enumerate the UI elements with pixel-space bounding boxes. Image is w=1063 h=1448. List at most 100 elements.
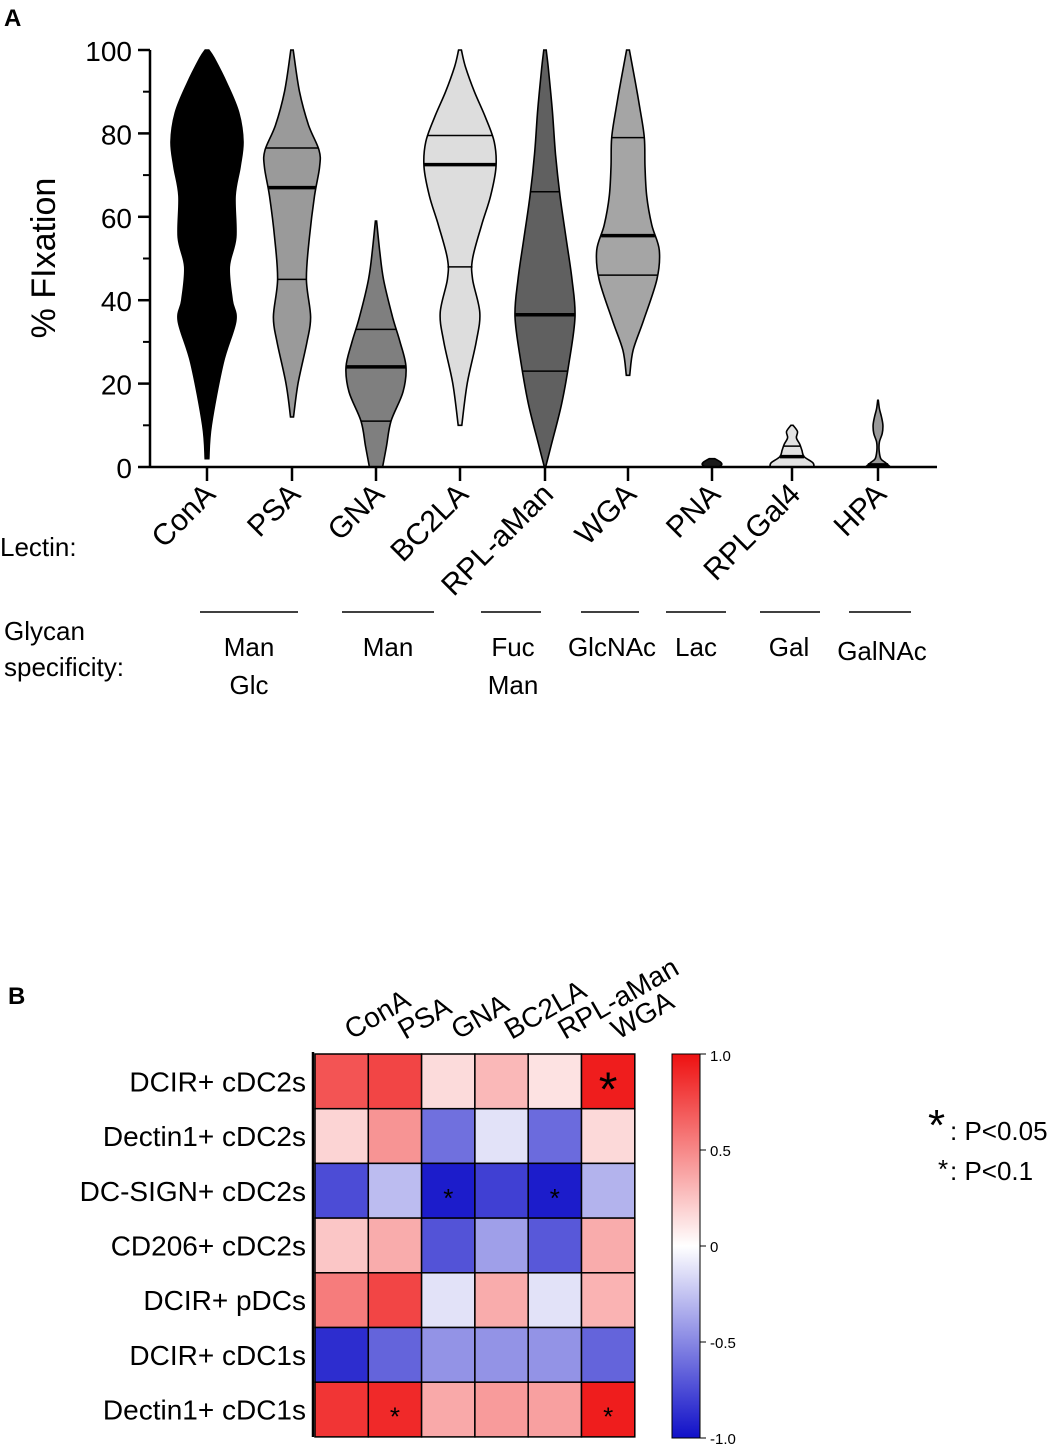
- specificity-group: Fuc Man: [481, 611, 541, 700]
- y-tick-label: 60: [101, 203, 132, 234]
- specificity-label: Glc: [230, 670, 269, 700]
- x-tick-label-psa: PSA: [241, 478, 307, 544]
- specificity-label: Man: [488, 670, 539, 700]
- x-tick-label-pna: PNA: [660, 478, 727, 545]
- colorbar-gradient: [671, 1053, 701, 1439]
- colorbar: -1.0 -0.5 0 0.5 1.0: [671, 1048, 736, 1448]
- violin-cona: [170, 49, 244, 460]
- heatmap-cell: [420, 1053, 476, 1110]
- violin-body-wga: [595, 49, 661, 377]
- specificity-label: GlcNAc: [568, 632, 656, 662]
- heatmap-cell: [527, 1381, 583, 1438]
- heatmap-cell: [580, 1272, 636, 1329]
- specificity-label: Man: [363, 632, 414, 662]
- heatmap-cell: [367, 1217, 423, 1274]
- lectin-row-label: Lectin:: [0, 532, 77, 562]
- specificity-groups: Man Glc Man Fuc Man GlcNAc Lac Gal GalNAc: [200, 611, 927, 700]
- violin-body-pna: [701, 457, 723, 468]
- heatmap-cell: [527, 1107, 583, 1165]
- glycan-row-label-line1: Glycan: [4, 616, 85, 646]
- heatmap-cell: [474, 1217, 529, 1274]
- heatmap-row-label: Dectin1+ cDC2s: [103, 1121, 306, 1152]
- heatmap-cell: [314, 1217, 370, 1274]
- significance-legend: * : P<0.05 * : P<0.1: [928, 1101, 1048, 1186]
- violin-rpl-aman: [514, 49, 576, 468]
- x-tick-label-hpa: HPA: [828, 478, 893, 543]
- significance-star-large: *: [599, 1063, 618, 1116]
- specificity-label: GalNAc: [837, 636, 927, 666]
- colorbar-tick-label: 0: [710, 1239, 718, 1256]
- heatmap-cell: [474, 1326, 529, 1383]
- heatmap-row-label: Dectin1+ cDC1s: [103, 1395, 306, 1426]
- violin-rplgal4: [768, 424, 816, 468]
- legend-text-p01: : P<0.1: [950, 1156, 1033, 1186]
- panel-b-letter: B: [8, 983, 25, 1010]
- y-axis-title: % FIxation: [25, 178, 63, 339]
- x-tick-label-cona: ConA: [146, 478, 222, 554]
- heatmap-cell: [367, 1053, 423, 1110]
- heatmap-cell: [314, 1326, 370, 1383]
- heatmap-cell: [314, 1053, 370, 1110]
- y-tick-label: 0: [116, 453, 132, 484]
- heatmap-row-label: DCIR+ pDCs: [143, 1285, 306, 1316]
- heatmap-cell: [314, 1162, 370, 1219]
- colorbar-tick-label: -0.5: [710, 1335, 736, 1352]
- specificity-group: GlcNAc: [568, 611, 656, 662]
- heatmap-cell: [527, 1053, 583, 1110]
- legend-text-p005: : P<0.05: [950, 1116, 1048, 1146]
- heatmap-row-label: CD206+ cDC2s: [111, 1230, 306, 1261]
- heatmap-cell: [580, 1217, 636, 1274]
- significance-star-small: *: [390, 1402, 400, 1432]
- violins: [170, 49, 893, 468]
- violin-gna: [345, 220, 407, 468]
- heatmap-row-label: DCIR+ cDC2s: [129, 1066, 306, 1097]
- panel-a-letter: A: [4, 5, 21, 32]
- violin-body-hpa: [863, 399, 893, 468]
- heatmap-row-label: DCIR+ cDC1s: [129, 1340, 306, 1371]
- violin-body-psa: [262, 49, 322, 418]
- significance-star-small: *: [443, 1183, 453, 1213]
- violin-body-gna: [345, 220, 407, 468]
- violin-bc2la: [422, 49, 498, 427]
- specificity-label: Fuc: [491, 632, 534, 662]
- heatmap-cell: [527, 1217, 583, 1274]
- specificity-group: Man: [342, 611, 434, 662]
- heatmap-cell: [527, 1272, 583, 1329]
- heatmap-cell: [474, 1272, 529, 1329]
- heatmap-cell: [420, 1272, 476, 1329]
- legend-star-small: *: [938, 1154, 948, 1184]
- heatmap-cell: [420, 1217, 476, 1274]
- heatmap-cell: [367, 1272, 423, 1329]
- y-tick-label: 20: [101, 370, 132, 401]
- violin-wga: [595, 49, 661, 377]
- heatmap-cell: [474, 1053, 529, 1110]
- x-tick-label-gna: GNA: [322, 478, 391, 547]
- significance-star-small: *: [603, 1402, 613, 1432]
- heatmap-cell: [580, 1326, 636, 1383]
- heatmap-cell: [314, 1381, 370, 1438]
- heatmap-cell: [420, 1326, 476, 1383]
- specificity-label: Man: [224, 632, 275, 662]
- y-tick-label: 40: [101, 286, 132, 317]
- violin-pna: [701, 457, 723, 468]
- violin-hpa: [863, 399, 893, 468]
- heatmap-cell: [474, 1381, 529, 1438]
- colorbar-tick-label: 1.0: [710, 1048, 731, 1065]
- heatmap-cell: [474, 1107, 529, 1165]
- y-tick-label: 80: [101, 119, 132, 150]
- heatmap-cell: [314, 1272, 370, 1329]
- colorbar-tick-label: 0.5: [710, 1143, 731, 1160]
- heatmap-cell: [527, 1326, 583, 1383]
- heatmap-cell: [367, 1107, 423, 1165]
- specificity-label: Lac: [675, 632, 717, 662]
- heatmap-row-label: DC-SIGN+ cDC2s: [80, 1176, 306, 1207]
- violin-body-bc2la: [422, 49, 498, 427]
- heatmap-row-labels: DCIR+ cDC2s Dectin1+ cDC2s DC-SIGN+ cDC2s C…: [80, 1066, 306, 1425]
- heatmap-cell: [420, 1107, 476, 1165]
- specificity-label: Gal: [769, 632, 809, 662]
- y-tick-label: 100: [85, 36, 132, 67]
- heatmap-cell: [420, 1381, 476, 1438]
